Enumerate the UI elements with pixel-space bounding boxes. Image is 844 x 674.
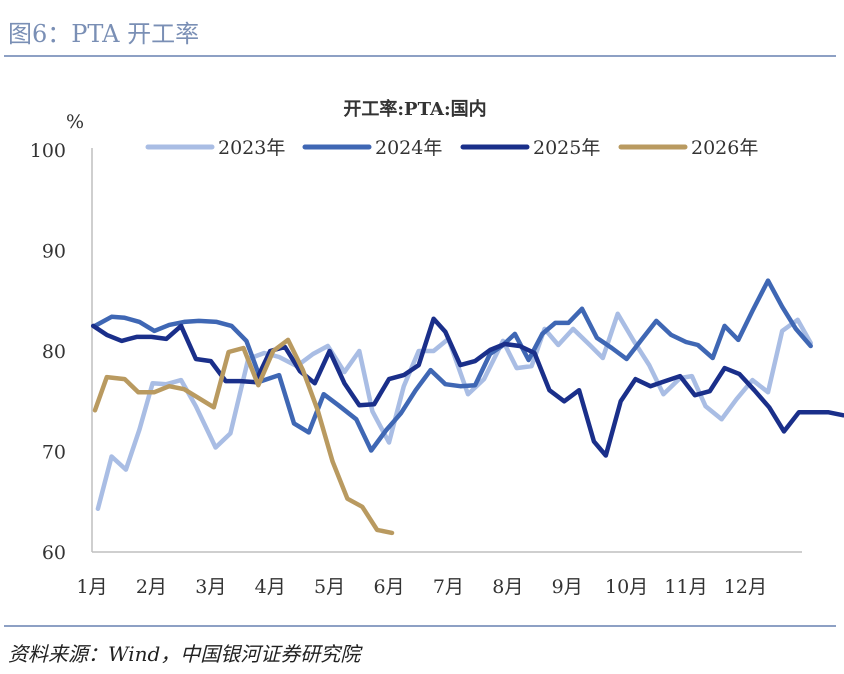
chart-series (90, 278, 844, 536)
y-tick-label: 70 (42, 442, 66, 464)
figure-title: 图6：PTA 开工率 (8, 20, 200, 48)
legend-label: 2023年 (218, 137, 285, 159)
x-tick-label: 5月 (314, 576, 345, 598)
x-tick-label: 1月 (76, 576, 107, 598)
series-line (90, 316, 844, 458)
x-tick-label: 7月 (433, 576, 464, 598)
legend-label: 2024年 (375, 137, 442, 159)
chart-title: 开工率:PTA:国内 (343, 98, 486, 120)
legend-label: 2025年 (533, 137, 600, 159)
series-line (92, 278, 813, 453)
x-tick-label: 8月 (492, 576, 523, 598)
x-tick-label: 6月 (373, 576, 404, 598)
x-tick-label: 3月 (195, 576, 226, 598)
y-tick-label: 80 (42, 341, 66, 363)
legend-label: 2026年 (691, 137, 758, 159)
bottom-divider (4, 625, 836, 627)
x-tick-label: 2月 (136, 576, 167, 598)
y-tick-label: 100 (30, 140, 66, 162)
x-tick-label: 4月 (255, 576, 286, 598)
y-axis-unit-label: % (66, 111, 84, 133)
series-line (92, 337, 395, 536)
series-line (95, 311, 813, 512)
y-tick-label: 60 (42, 542, 66, 564)
y-tick-label: 90 (42, 241, 66, 263)
x-tick-label: 11月 (664, 576, 707, 598)
x-tick-label: 9月 (552, 576, 583, 598)
x-tick-label: 10月 (605, 576, 648, 598)
chart-axes: 60 70 80 90 100 1月 2月 3月 4月 5月 6月 7月 8月 9月 10月 11月 12月 (30, 140, 802, 598)
chart-legend: 2023年 2024年 2025年 2026年 (145, 137, 758, 159)
source-note: 资料来源：Wind，中国银河证券研究院 (8, 642, 361, 666)
top-divider (4, 55, 836, 57)
line-chart: 开工率:PTA:国内 % 2023年 2024年 2025年 2026年 60 70 80… (30, 98, 844, 598)
x-tick-label: 12月 (724, 576, 767, 598)
